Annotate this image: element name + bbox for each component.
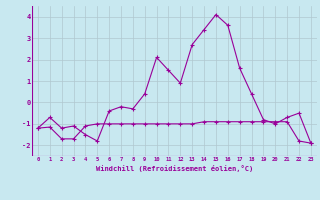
X-axis label: Windchill (Refroidissement éolien,°C): Windchill (Refroidissement éolien,°C) <box>96 165 253 172</box>
